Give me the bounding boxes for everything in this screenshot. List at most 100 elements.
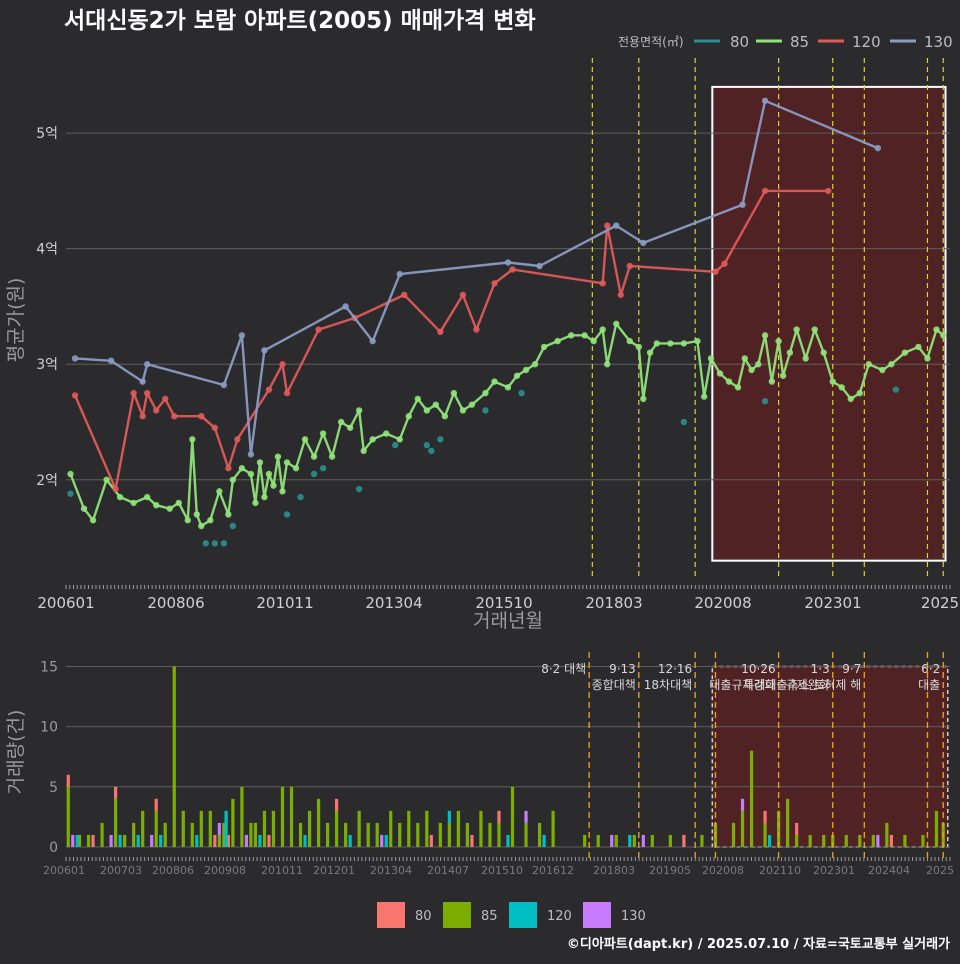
volume-bar-120 [348, 834, 352, 847]
series-point-85 [238, 465, 246, 472]
series-point-120 [153, 407, 160, 414]
series-point-80 [229, 522, 237, 530]
volume-bar-120 [767, 834, 772, 847]
volume-bar-85 [763, 822, 767, 847]
volume-bar-85 [583, 834, 587, 847]
volume-bar-130 [150, 834, 154, 847]
series-point-130 [139, 378, 146, 385]
volume-bar-85 [398, 822, 402, 847]
series-point-130 [71, 355, 79, 362]
series-point-85 [279, 488, 286, 495]
series-point-130 [761, 97, 769, 104]
legend-label-120: 120 [852, 33, 881, 51]
top-x-tick-label: 202301 [804, 594, 861, 612]
volume-bar-85 [307, 810, 312, 847]
bottom-legend-swatch-85 [443, 902, 471, 928]
top-y-axis: 2억 3억 4억 5억 [36, 126, 58, 489]
bottom-legend-label-85: 85 [481, 909, 498, 924]
volume-bar-85 [77, 834, 82, 847]
series-point-85 [768, 378, 776, 385]
series-point-120 [761, 187, 769, 195]
volume-bar-85 [172, 666, 176, 847]
series-point-120 [626, 262, 633, 270]
series-point-85 [482, 389, 489, 397]
series-point-120 [283, 389, 291, 397]
series-point-85 [604, 361, 611, 368]
bottom-y-tick-label: 0 [49, 840, 58, 856]
volume-bar-85 [141, 810, 145, 847]
series-point-120 [491, 280, 498, 287]
volume-bar-80 [497, 810, 501, 823]
volume-bar-80 [682, 834, 686, 847]
bottom-x-tick-label: 201905 [649, 864, 691, 877]
series-point-85 [716, 370, 724, 377]
volume-bar-85 [510, 786, 515, 847]
series-point-85 [734, 384, 742, 391]
volume-bar-120 [118, 834, 122, 847]
series-point-85 [328, 453, 336, 460]
bottom-x-tick-label: 201407 [427, 864, 469, 877]
top-series-layer [67, 97, 947, 547]
volume-bar-80 [763, 810, 767, 823]
series-point-80 [202, 540, 210, 547]
bottom-legend-swatch-80 [377, 902, 405, 928]
series-point-130 [874, 144, 882, 152]
series-point-85 [207, 517, 214, 524]
volume-bar-130 [380, 834, 384, 847]
volume-bar-80 [66, 774, 70, 787]
volume-bar-130 [217, 822, 221, 835]
series-point-80 [392, 441, 399, 449]
volume-bar-85 [488, 822, 492, 847]
top-x-tick-label: 201803 [585, 594, 642, 612]
series-point-85 [646, 349, 654, 356]
series-point-80 [437, 436, 444, 443]
series-point-85 [396, 436, 403, 443]
series-point-80 [680, 418, 688, 426]
top-y-tick-label: 4억 [36, 242, 58, 258]
series-point-130 [261, 347, 268, 354]
top-x-tick-label: 201304 [365, 594, 422, 612]
volume-bar-80 [154, 798, 158, 811]
top-x-tick-label: 200601 [37, 594, 94, 612]
series-point-85 [635, 343, 642, 351]
credit-text: ©디아파트(dapt.kr) / 2025.07.10 / 자료=국토교통부 실… [567, 936, 950, 952]
volume-bar-85 [438, 822, 442, 847]
series-point-85 [838, 384, 845, 391]
bottom-y-axis: 0 5 10 15 [40, 659, 58, 856]
series-point-85 [261, 493, 268, 501]
volume-bar-130 [740, 798, 745, 811]
bottom-x-tick-label: 201011 [261, 864, 303, 877]
volume-bar-120 [75, 834, 79, 847]
volume-bar-80 [114, 786, 118, 799]
volume-bar-85 [114, 798, 118, 847]
series-point-120 [604, 222, 611, 229]
series-point-85 [940, 332, 947, 339]
top-y-axis-title: 평균가(원) [5, 278, 27, 363]
series-point-85 [856, 389, 863, 397]
series-point-85 [166, 505, 173, 512]
volume-bar-85 [479, 810, 483, 847]
series-point-120 [211, 424, 219, 431]
series-point-85 [755, 361, 762, 368]
legend-label-85: 85 [790, 33, 809, 51]
policy-label: 9·13 [609, 662, 636, 676]
series-point-85 [198, 522, 205, 530]
volume-bar-85 [885, 822, 889, 847]
volume-bar-85 [190, 822, 194, 847]
series-point-85 [468, 401, 476, 408]
volume-bar-85 [497, 822, 501, 847]
bottom-x-tick-label: 200908 [204, 864, 246, 877]
series-point-85 [441, 413, 449, 420]
series-point-130 [143, 361, 151, 368]
volume-bar-85 [614, 834, 618, 847]
volume-bar-80 [889, 834, 893, 847]
volume-bar-85 [366, 822, 370, 847]
series-point-80 [428, 447, 435, 455]
series-point-85 [522, 366, 530, 374]
volume-bar-85 [844, 834, 848, 847]
top-policy-lines [591, 58, 944, 578]
bottom-x-tick-label: 201304 [370, 864, 412, 877]
series-point-85 [694, 337, 701, 345]
series-point-85 [432, 401, 440, 408]
